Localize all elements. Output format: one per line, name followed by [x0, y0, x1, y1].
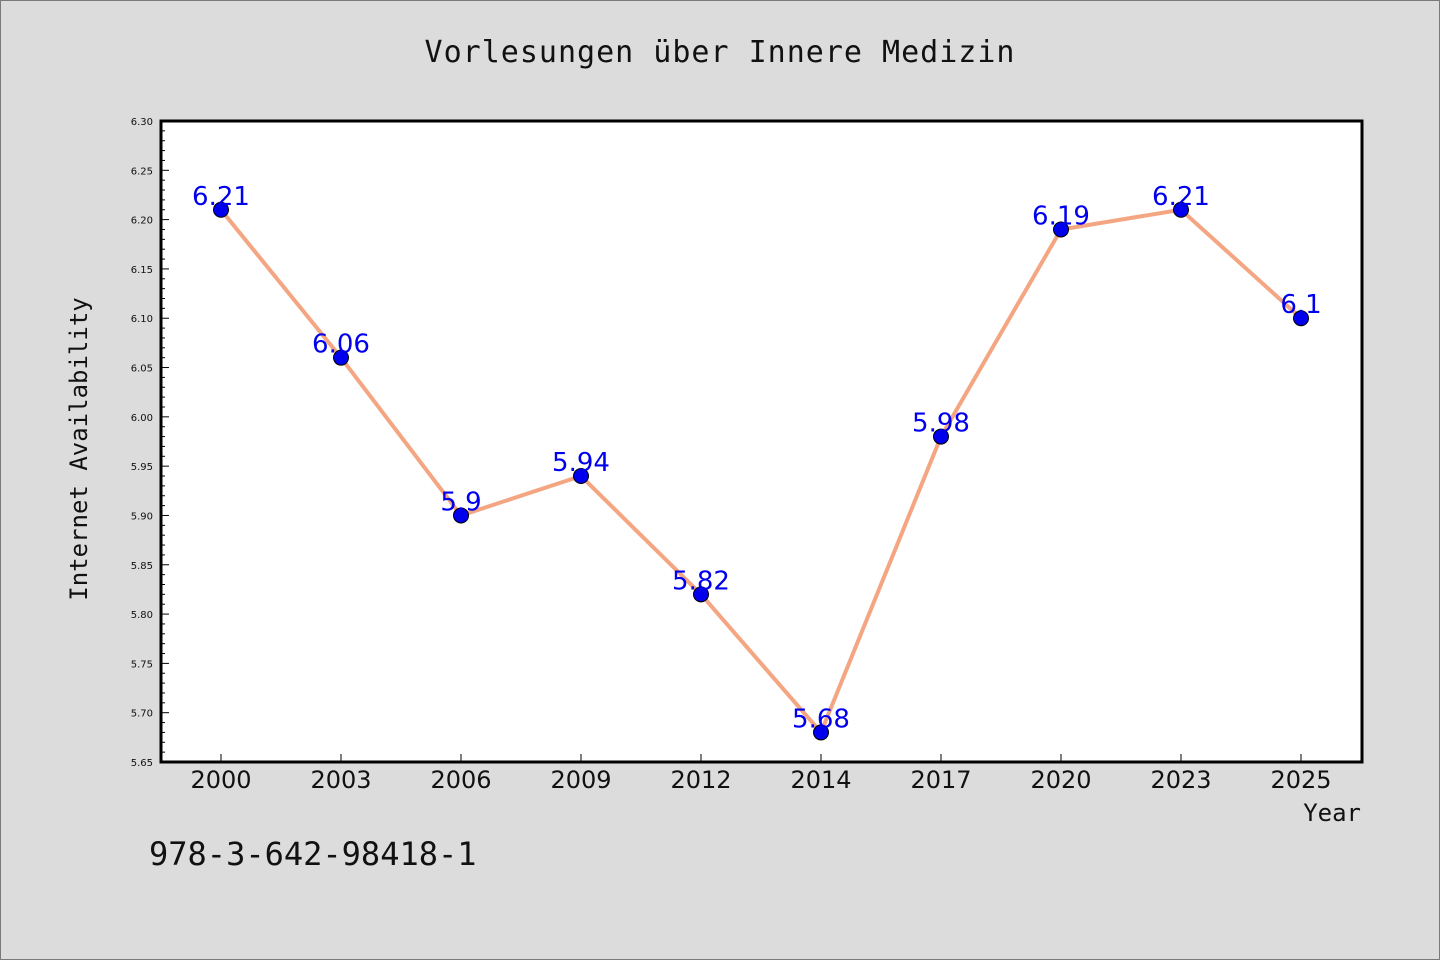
data-label: 5.9: [440, 487, 481, 517]
data-point: [1053, 221, 1069, 238]
data-point: [213, 201, 229, 218]
x-tick-label: 2009: [550, 766, 611, 794]
data-point: [453, 507, 469, 524]
data-point: [813, 724, 829, 741]
y-tick-label: 5.85: [131, 561, 153, 572]
y-tick-label: 6.10: [131, 314, 153, 325]
x-axis-title: Year: [1303, 799, 1361, 827]
x-tick-label: 2000: [190, 766, 251, 794]
y-tick-label: 5.80: [131, 610, 153, 621]
data-label: 6.1: [1280, 290, 1321, 320]
series-line: [219, 207, 1303, 735]
data-point: [573, 468, 589, 485]
y-tick-label: 6.00: [131, 413, 153, 424]
y-tick-label: 5.65: [131, 758, 153, 769]
x-tick-label: 2023: [1150, 766, 1211, 794]
x-tick-label: 2020: [1030, 766, 1091, 794]
data-label: 6.21: [1152, 182, 1210, 212]
chart-title: Vorlesungen über Innere Medizin: [424, 35, 1016, 70]
y-axis-title: Internet Availability: [65, 297, 93, 600]
x-tick-label: 2014: [790, 766, 851, 794]
data-label: 6.19: [1032, 201, 1090, 231]
data-label: 5.98: [912, 409, 970, 439]
x-tick-label: 2003: [310, 766, 371, 794]
x-tick-label: 2012: [670, 766, 731, 794]
data-point: [1293, 310, 1309, 327]
x-tick-label: 2017: [910, 766, 971, 794]
data-label: 5.68: [792, 704, 850, 734]
x-tick-label: 2025: [1270, 766, 1331, 794]
y-tick-label: 5.90: [131, 511, 153, 522]
y-tick-label: 6.25: [131, 166, 153, 177]
data-label: 6.21: [192, 182, 250, 212]
data-point: [693, 586, 709, 603]
y-tick-label: 6.20: [131, 216, 153, 227]
data-point: [1173, 201, 1189, 218]
plot-area: 5.65 5.70 5.75 5.80 5.85 5.90 5.95 6.00 6.05 6.10…: [131, 117, 1364, 794]
y-tick-label: 6.30: [131, 117, 153, 128]
y-tick-label: 5.70: [131, 709, 153, 720]
data-label: 5.94: [552, 448, 610, 478]
y-tick-label: 6.15: [131, 265, 153, 276]
plot-frame: [159, 119, 1364, 764]
data-label: 6.06: [312, 330, 370, 360]
x-tick-label: 2006: [430, 766, 491, 794]
isbn-code: 978-3-642-98418-1: [149, 835, 477, 873]
y-tick-label: 5.75: [131, 659, 153, 670]
data-label: 5.82: [672, 566, 730, 596]
data-point: [333, 349, 349, 366]
data-point: [933, 428, 949, 445]
y-tick-label: 5.95: [131, 462, 153, 473]
y-tick-label: 6.05: [131, 364, 153, 375]
